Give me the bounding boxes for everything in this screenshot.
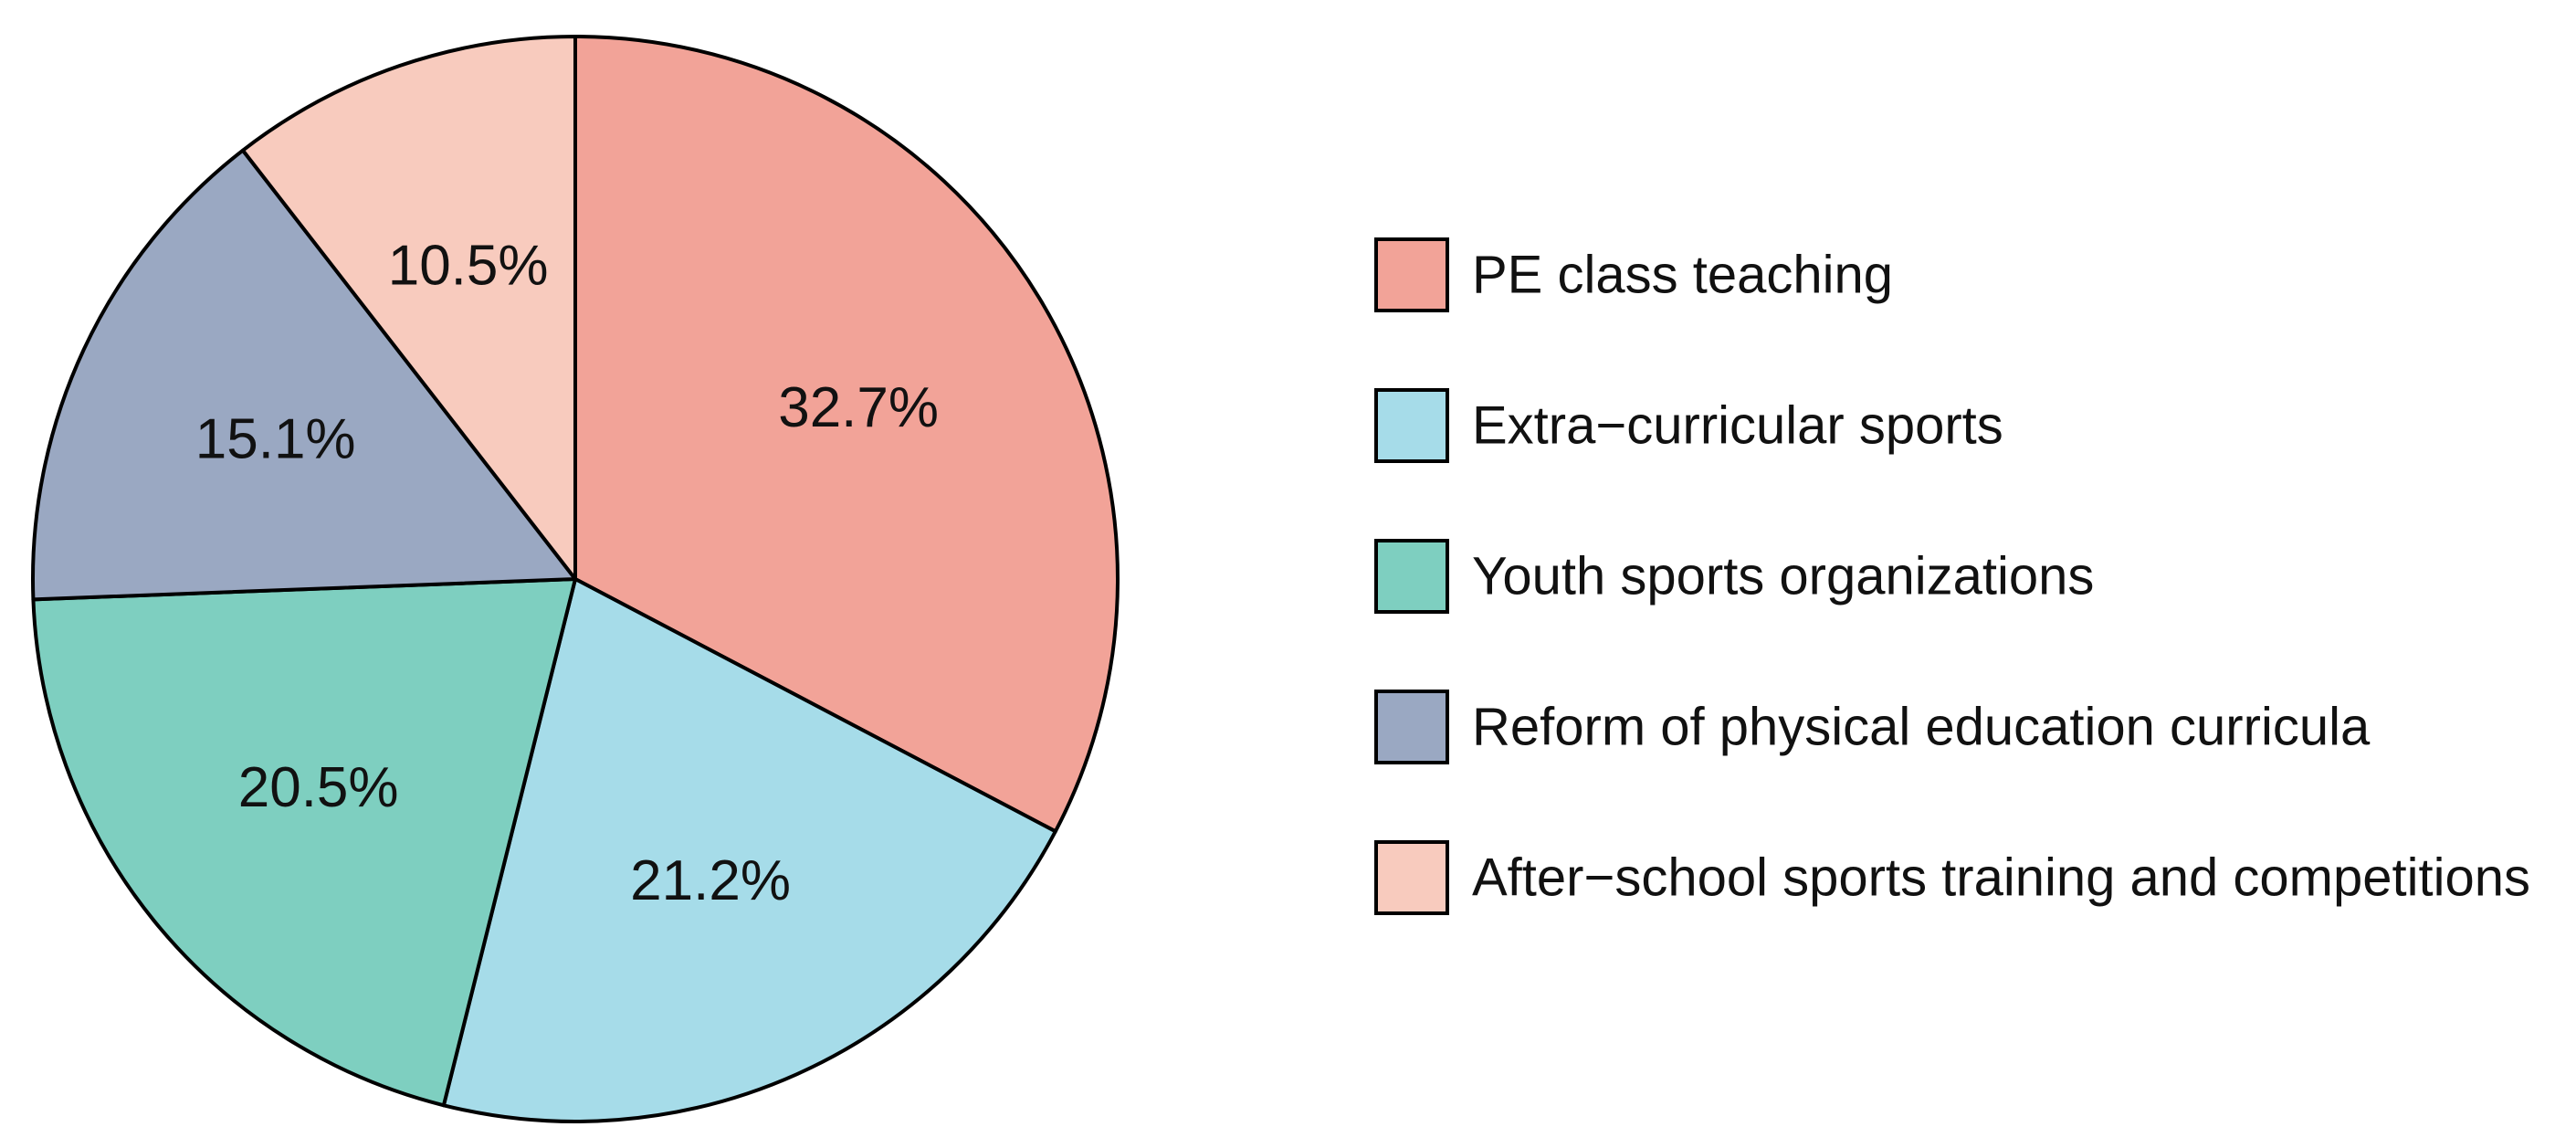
legend-label-pe-class-teaching: PE class teaching [1472,246,1893,305]
legend-label-youth-sports-organizations: Youth sports organizations [1472,547,2094,606]
pie-slices [31,35,1120,1123]
pie-slice-after-school-sports-training-and-competitions [240,35,577,581]
pie-slice-youth-sports-organizations [31,577,577,1108]
pie-slice-reform-of-physical-education-curricula [31,148,577,602]
legend-swatch-extra-curricular-sports [1374,388,1449,463]
pie-slice-label-extra-curricular-sports: 21.2% [630,849,791,912]
pie-slice-label-reform-of-physical-education-curricula: 15.1% [195,407,356,470]
pie-slice-label-pe-class-teaching: 32.7% [778,376,939,439]
legend: PE class teaching Extra−curricular sports… [1374,237,2530,915]
pie-slice-pe-class-teaching [573,35,1120,834]
pie-slice-label-youth-sports-organizations: 20.5% [238,756,399,819]
legend-swatch-youth-sports-organizations [1374,539,1449,614]
legend-label-after-school-sports-training-and-competitions: After−school sports training and competi… [1472,848,2530,908]
legend-swatch-pe-class-teaching [1374,237,1449,312]
pie-slice-labels: 32.7% 21.2% 20.5% 15.1% 10.5% [195,235,939,913]
pie-slice-label-after-school-sports-training-and-competitions: 10.5% [388,235,549,298]
legend-label-reform-of-physical-education-curricula: Reform of physical education curricula [1472,698,2371,757]
legend-label-extra-curricular-sports: Extra−curricular sports [1472,396,2003,456]
legend-swatch-reform-of-physical-education-curricula [1374,690,1449,764]
legend-swatch-after-school-sports-training-and-competitions [1374,840,1449,915]
pie-slice-extra-curricular-sports [441,577,1057,1123]
